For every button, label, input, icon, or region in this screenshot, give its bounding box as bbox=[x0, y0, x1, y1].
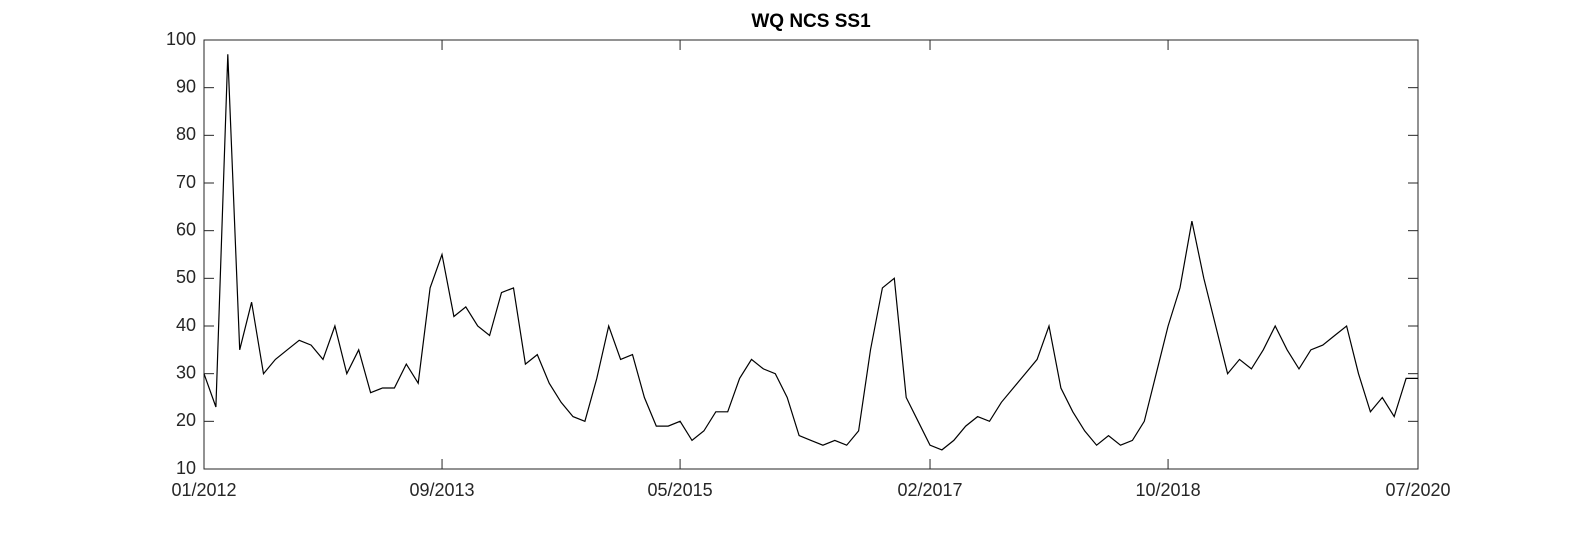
axes-box bbox=[203, 39, 1419, 470]
line-series bbox=[203, 54, 1418, 451]
chart-title: WQ NCS SS1 bbox=[751, 11, 871, 32]
x-tick-label: 02/2017 bbox=[897, 480, 962, 500]
x-tick-label: 01/2012 bbox=[171, 480, 236, 500]
x-tick-label: 09/2013 bbox=[410, 480, 475, 500]
x-tick-label: 10/2018 bbox=[1136, 480, 1201, 500]
x-tick-label: 05/2015 bbox=[648, 480, 713, 500]
y-tick-label: 30 bbox=[176, 362, 196, 382]
y-tick-label: 70 bbox=[176, 172, 196, 192]
y-tick-label: 40 bbox=[176, 315, 196, 335]
x-tick-label: 07/2020 bbox=[1385, 480, 1450, 500]
y-tick-label: 80 bbox=[176, 124, 196, 144]
y-tick-label: 60 bbox=[176, 219, 196, 239]
y-tick-label: 50 bbox=[176, 267, 196, 287]
y-tick-label: 10 bbox=[176, 458, 196, 478]
y-tick-label: 100 bbox=[166, 29, 196, 49]
y-tick-label: 90 bbox=[176, 76, 196, 96]
y-tick-label: 20 bbox=[176, 410, 196, 430]
